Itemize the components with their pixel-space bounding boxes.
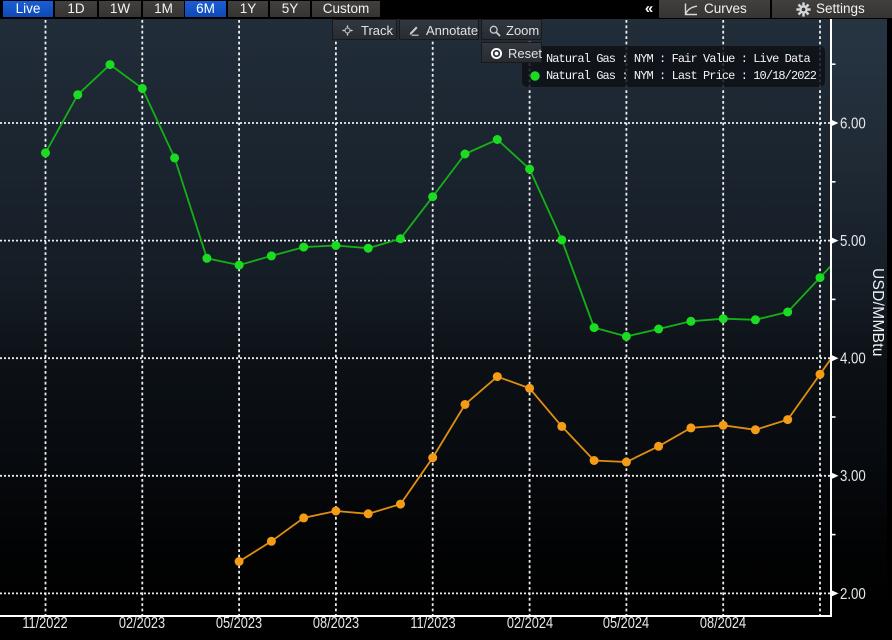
svg-text:2.00: 2.00 (840, 586, 866, 603)
svg-text:3.00: 3.00 (840, 468, 866, 485)
svg-text:5.00: 5.00 (840, 233, 866, 250)
svg-text:6.00: 6.00 (840, 115, 866, 132)
svg-text:4.00: 4.00 (840, 351, 866, 368)
